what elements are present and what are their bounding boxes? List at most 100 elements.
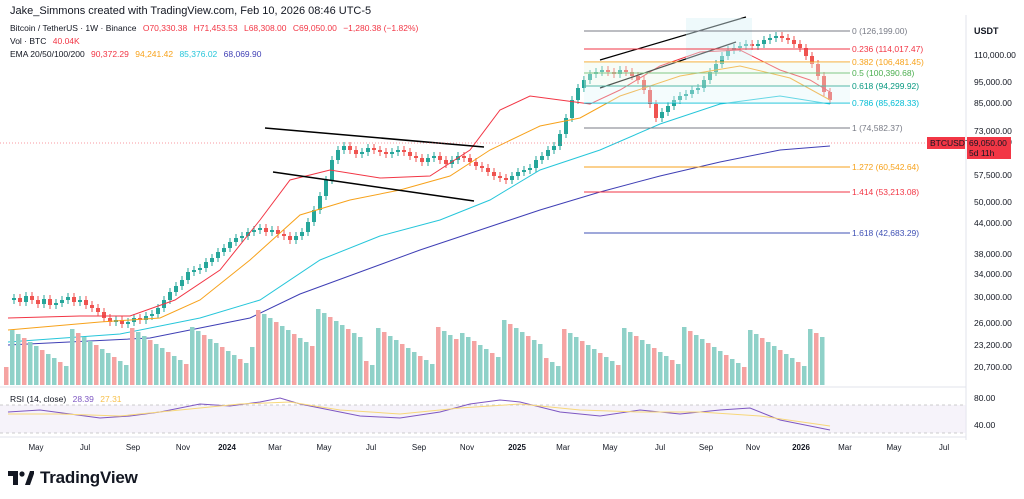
candle-body — [756, 44, 760, 46]
last-price-value: 69,050.00 — [969, 138, 1007, 148]
volume-bar — [532, 340, 537, 385]
volume-bar — [124, 365, 129, 385]
candle-body — [702, 80, 706, 88]
tradingview-logo-icon — [8, 471, 34, 485]
candle-body — [96, 308, 100, 312]
candle-body — [372, 148, 376, 150]
price-axis-tick: 38,000.00 — [974, 249, 1012, 259]
price-axis-tick: 44,000.00 — [974, 218, 1012, 228]
volume-bar — [28, 342, 33, 385]
volume-bar — [250, 347, 255, 385]
volume-bar — [442, 331, 447, 385]
volume-bar — [610, 361, 615, 385]
volume-bar — [58, 362, 63, 385]
volume-bar — [172, 356, 177, 385]
candle-body — [720, 56, 724, 64]
volume-bar — [292, 334, 297, 385]
time-axis-tick: Mar — [838, 443, 852, 452]
candle-body — [120, 320, 124, 324]
volume-bar — [196, 331, 201, 385]
candle-body — [792, 40, 796, 44]
volume-bar — [70, 329, 75, 385]
volume-bar — [316, 309, 321, 385]
volume-bar — [682, 327, 687, 385]
volume-bar — [550, 362, 555, 385]
fib-level-label: 0.786 (85,628.33) — [852, 98, 919, 108]
fib-level-label: 0.5 (100,390.68) — [852, 68, 915, 78]
candle-body — [636, 76, 640, 80]
currency-label[interactable]: USDT — [974, 26, 999, 36]
trend-line-rising-lower — [599, 41, 737, 89]
tradingview-logo[interactable]: TradingView — [8, 468, 138, 488]
volume-bar — [430, 364, 435, 385]
candle-body — [678, 96, 682, 100]
time-axis-tick: Jul — [655, 443, 665, 452]
volume-bar — [400, 344, 405, 385]
symbol-name[interactable]: Bitcoin / TetherUS · 1W · Binance — [10, 23, 137, 33]
volume-bar — [814, 333, 819, 385]
candle-body — [348, 146, 352, 150]
ema-info-line: EMA 20/50/100/200 90,372.29 94,241.42 85… — [10, 49, 265, 59]
ema-20-value: 90,372.29 — [91, 49, 129, 59]
rsi-line — [7, 397, 831, 431]
candle-body — [624, 70, 628, 72]
candle-body — [366, 148, 370, 152]
fib-level-label: 1.618 (42,683.29) — [852, 228, 919, 238]
volume-bar — [310, 346, 315, 385]
last-price-symbol-text: BTCUSDT — [930, 138, 970, 148]
volume-label[interactable]: Vol · BTC — [10, 36, 47, 46]
price-axis-tick: 50,000.00 — [974, 197, 1012, 207]
volume-bar — [766, 342, 771, 385]
fib-level-label: 0.618 (94,299.92) — [852, 81, 919, 91]
rsi-label[interactable]: RSI (14, close) — [10, 394, 67, 404]
volume-bar — [184, 364, 189, 385]
candle-body — [18, 298, 22, 302]
volume-bar — [820, 337, 825, 385]
volume-bar — [178, 360, 183, 385]
volume-bar — [514, 328, 519, 385]
volume-bar — [706, 343, 711, 385]
candle-body — [180, 280, 184, 286]
candle-body — [570, 100, 574, 118]
candle-body — [588, 74, 592, 80]
volume-bar — [652, 348, 657, 385]
volume-bar — [352, 333, 357, 385]
volume-bar — [538, 344, 543, 385]
candle-body — [828, 92, 832, 100]
candle-body — [810, 56, 814, 64]
volume-bar — [394, 340, 399, 385]
volume-bar — [286, 330, 291, 385]
last-price-tag[interactable] — [967, 137, 1011, 159]
candle-body — [378, 150, 382, 152]
volume-bar — [616, 365, 621, 385]
fib-level-label: 0.382 (106,481.45) — [852, 57, 924, 67]
volume-bar — [520, 332, 525, 385]
change-value: −1,280.38 (−1.82%) — [343, 23, 419, 33]
last-price-symbol-tag[interactable] — [927, 137, 965, 149]
candle-body — [432, 156, 436, 158]
candle-body — [516, 172, 520, 176]
tradingview-logo-text: TradingView — [40, 468, 138, 487]
candle-body — [420, 158, 424, 162]
candle-body — [492, 172, 496, 176]
candle-body — [186, 272, 190, 280]
fib-level-label: 0.236 (114,017.47) — [852, 44, 923, 54]
time-axis-tick: Nov — [460, 443, 474, 452]
volume-bar — [748, 330, 753, 385]
close-value: C69,050.00 — [292, 23, 337, 33]
candle-body — [264, 228, 268, 232]
candle-body — [540, 156, 544, 160]
volume-bar — [406, 348, 411, 385]
volume-bar — [448, 335, 453, 385]
volume-bar — [784, 354, 789, 385]
volume-bar — [418, 356, 423, 385]
volume-bar — [22, 338, 27, 385]
volume-bar — [490, 353, 495, 385]
ema-label[interactable]: EMA 20/50/100/200 — [10, 49, 85, 59]
volume-bar — [232, 355, 237, 385]
candle-body — [396, 150, 400, 152]
volume-bar — [280, 326, 285, 385]
candle-body — [354, 150, 358, 154]
candle-body — [816, 64, 820, 76]
